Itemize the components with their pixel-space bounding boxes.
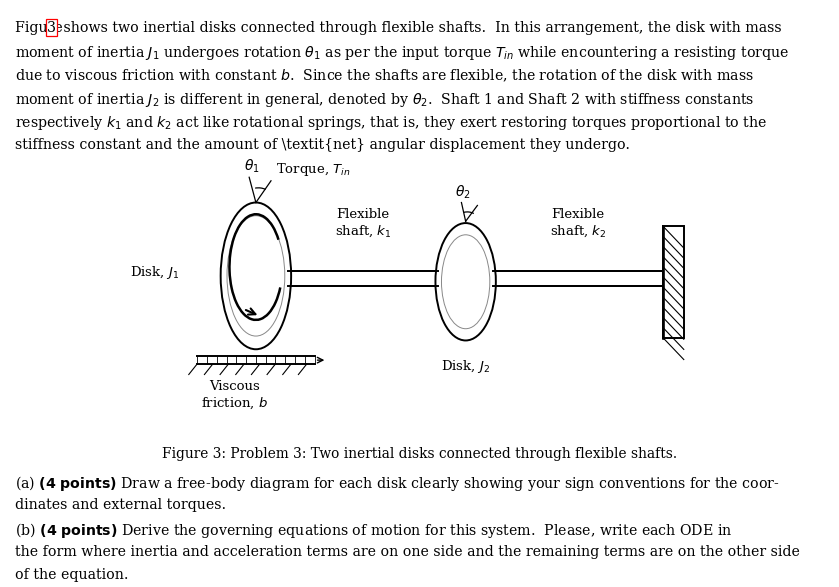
Text: of the equation.: of the equation. (15, 568, 128, 582)
Text: (a) $\mathbf{(4\ points)}$ Draw a free-body diagram for each disk clearly showin: (a) $\mathbf{(4\ points)}$ Draw a free-b… (15, 474, 779, 493)
Text: moment of inertia $J_1$ undergoes rotation $\theta_1$ as per the input torque $T: moment of inertia $J_1$ undergoes rotati… (15, 44, 789, 62)
Text: moment of inertia $J_2$ is different in general, denoted by $\theta_2$.  Shaft 1: moment of inertia $J_2$ is different in … (15, 91, 754, 109)
Text: dinates and external torques.: dinates and external torques. (15, 498, 227, 512)
Text: respectively $k_1$ and $k_2$ act like rotational springs, that is, they exert re: respectively $k_1$ and $k_2$ act like ro… (15, 114, 768, 133)
Ellipse shape (435, 223, 496, 340)
Text: Figure 3: Problem 3: Two inertial disks connected through flexible shafts.: Figure 3: Problem 3: Two inertial disks … (162, 447, 677, 461)
Text: Flexible
shaft, $k_1$: Flexible shaft, $k_1$ (335, 208, 391, 239)
Text: Viscous
friction, $b$: Viscous friction, $b$ (201, 380, 268, 411)
Text: stiffness constant and the amount of \textit{net} angular displacement they unde: stiffness constant and the amount of \te… (15, 138, 630, 152)
Text: Torque, $T_{in}$: Torque, $T_{in}$ (276, 161, 351, 178)
Text: $\theta_2$: $\theta_2$ (456, 183, 471, 201)
Text: (b) $\mathbf{(4\ points)}$ Derive the governing equations of motion for this sys: (b) $\mathbf{(4\ points)}$ Derive the go… (15, 521, 732, 540)
Text: Flexible
shaft, $k_2$: Flexible shaft, $k_2$ (550, 208, 607, 239)
Text: Figure: Figure (15, 21, 67, 35)
Text: shows two inertial disks connected through flexible shafts.  In this arrangement: shows two inertial disks connected throu… (59, 21, 781, 35)
Text: due to viscous friction with constant $b$.  Since the shafts are flexible, the r: due to viscous friction with constant $b… (15, 68, 754, 84)
Text: Disk, $J_2$: Disk, $J_2$ (441, 358, 490, 375)
Text: Disk, $J_1$: Disk, $J_1$ (130, 265, 179, 281)
Bar (289, 271, 438, 286)
Bar (493, 271, 663, 286)
Bar (663, 226, 684, 338)
Text: 3: 3 (47, 21, 56, 35)
Ellipse shape (221, 203, 291, 349)
Text: the form where inertia and acceleration terms are on one side and the remaining : the form where inertia and acceleration … (15, 545, 800, 559)
Text: $\theta_1$: $\theta_1$ (244, 157, 259, 175)
